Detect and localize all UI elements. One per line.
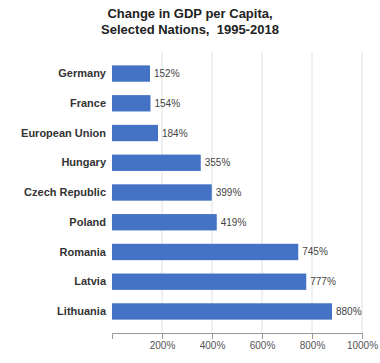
tick-label: Germany [58,67,107,79]
tick-mark [362,333,363,339]
bar [112,214,217,230]
tick-label: European Union [21,127,106,139]
bar [112,184,212,200]
tick-label: Poland [69,216,106,228]
bar [112,95,151,111]
data-label: 184% [162,128,188,139]
grid-line [362,52,363,333]
tick: Poland [69,216,106,228]
tick-label: Hungary [61,156,107,168]
tick: Romania [60,245,107,257]
tick-label: France [70,97,106,109]
data-label: 152% [154,68,180,79]
tick: Hungary [61,156,107,168]
data-label: 399% [216,187,242,198]
tick-mark [312,333,313,339]
title: Change in GDP per Capita,Selected Nation… [101,6,279,37]
tick: France [70,97,106,109]
bar [112,244,298,260]
data-label: 880% [336,306,362,317]
bars [112,65,332,319]
plot: 200% 400% 600% 800% 1000% Germany France Europe… [21,52,378,351]
tick-label: 400% [200,340,226,351]
tick: Czech Republic [24,186,106,198]
bar [112,125,158,141]
x-axis: 200% 400% 600% 800% 1000% [113,333,379,351]
tick: 200% [150,333,176,351]
tick-mark [262,333,263,339]
tick-mark [162,333,163,339]
tick: European Union [21,127,106,139]
data-labels: 152% 154% 184% 355% 399% 419% 745% 777% 880% [154,68,362,317]
tick-label: 1000% [347,340,378,351]
tick-label: 200% [150,340,176,351]
tick-label: Latvia [74,275,107,287]
data-label: 777% [310,276,336,287]
tick: Germany [58,67,107,79]
data-label: 745% [302,246,328,257]
tick: 800% [300,333,326,351]
tick: 1000% [347,333,378,351]
tick-label: Romania [60,245,107,257]
tick: 400% [200,333,226,351]
bar [112,303,332,319]
tick: Lithuania [57,305,107,317]
tick-label: 600% [250,340,276,351]
bar [112,155,201,171]
grid-line [312,52,313,333]
bar [112,274,306,290]
tick: 600% [250,333,276,351]
bar [112,65,150,81]
axis-line [113,334,363,340]
tick-label: Lithuania [57,305,107,317]
data-label: 154% [155,98,181,109]
tick-label: Czech Republic [24,186,106,198]
y-axis: Germany France European Union Hungary Czech … [21,67,107,317]
tick-label: 800% [300,340,326,351]
chart: Change in GDP per Capita,Selected Nation… [0,0,380,363]
tick-mark [212,333,213,339]
grid-line [262,52,263,333]
data-label: 419% [221,217,247,228]
tick: Latvia [74,275,107,287]
data-label: 355% [205,157,231,168]
